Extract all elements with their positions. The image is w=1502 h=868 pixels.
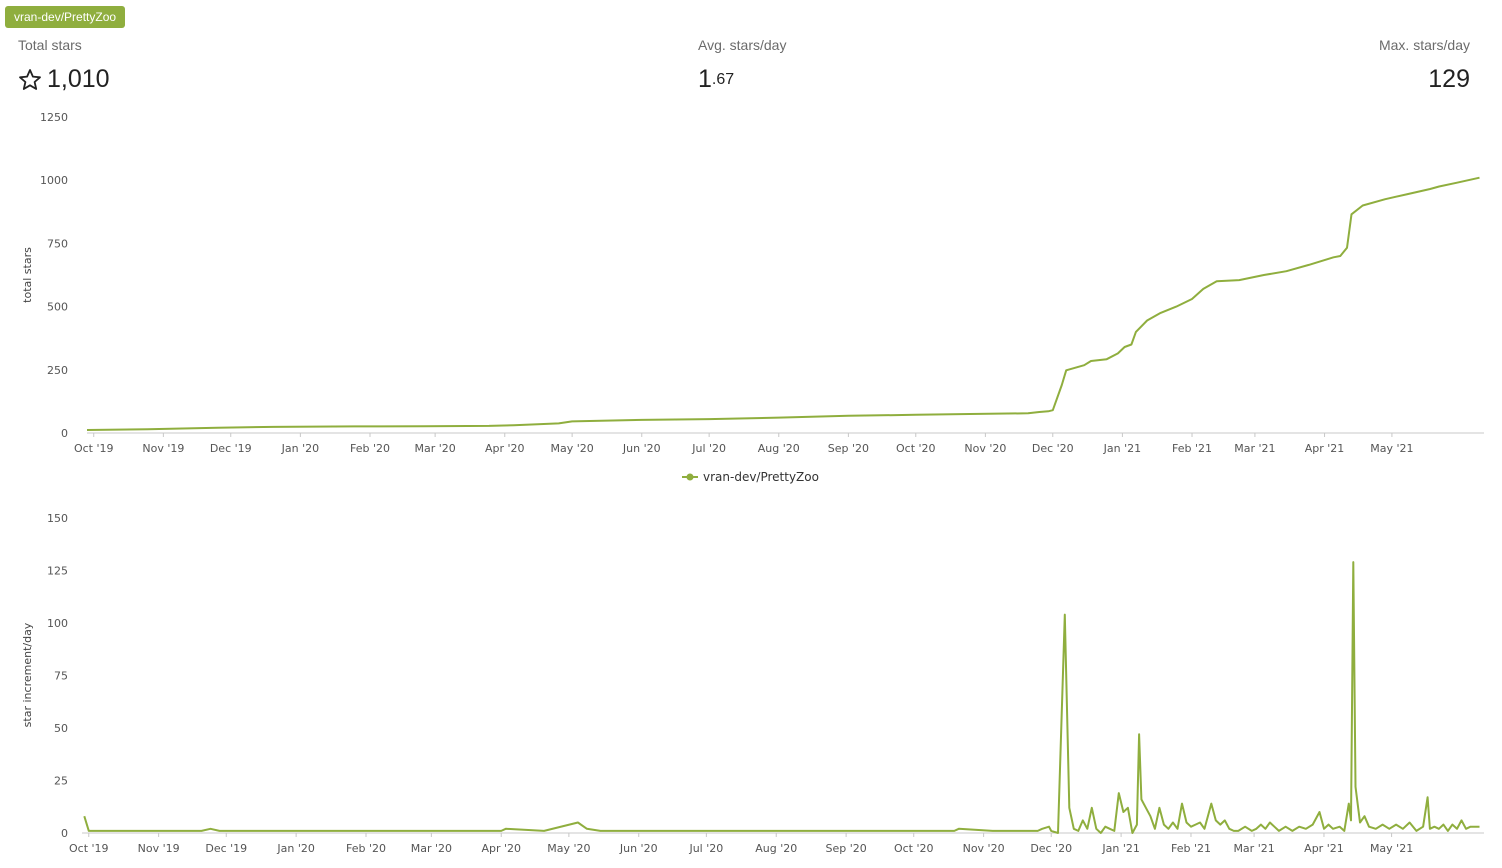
y-tick-label: 0 [61, 827, 68, 840]
y-tick-label: 125 [47, 565, 68, 578]
x-tick-label: Aug '20 [755, 842, 797, 855]
x-tick-label: Jan '21 [1103, 442, 1141, 455]
x-tick-label: Dec '19 [205, 842, 247, 855]
x-tick-label: Jan '20 [281, 442, 319, 455]
x-tick-label: Apr '21 [1304, 842, 1344, 855]
max-stars-value-row: 129 [1379, 65, 1470, 94]
y-tick-label: 150 [47, 512, 68, 525]
x-tick-label: Nov '19 [138, 842, 180, 855]
legend-line-icon [682, 473, 698, 481]
star-outline-icon [19, 68, 41, 90]
x-tick-label: May '21 [1370, 442, 1413, 455]
avg-stars-stat: Avg. stars/day 1.67 [698, 37, 786, 94]
x-tick-label: Nov '20 [963, 842, 1005, 855]
y-tick-label: 750 [47, 237, 68, 250]
x-tick-label: Mar '21 [1234, 442, 1275, 455]
x-tick-label: Apr '20 [485, 442, 525, 455]
x-tick-label: Apr '20 [481, 842, 521, 855]
x-tick-label: Oct '19 [74, 442, 114, 455]
x-tick-label: Jan '20 [276, 842, 314, 855]
x-tick-label: May '21 [1370, 842, 1413, 855]
x-tick-label: Sep '20 [828, 442, 869, 455]
y-axis-title: star increment/day [21, 622, 34, 727]
y-tick-label: 100 [47, 617, 68, 630]
x-tick-label: Mar '20 [414, 442, 455, 455]
x-tick-label: Oct '20 [894, 842, 934, 855]
x-tick-label: Jul '20 [688, 842, 723, 855]
x-tick-label: Oct '19 [69, 842, 109, 855]
y-tick-label: 1250 [40, 111, 68, 124]
y-tick-label: 500 [47, 301, 68, 314]
x-tick-label: Jul '20 [691, 442, 726, 455]
x-tick-label: Feb '21 [1172, 442, 1212, 455]
total-stars-label: Total stars [18, 37, 82, 53]
x-tick-label: Dec '20 [1032, 442, 1074, 455]
x-tick-label: Mar '21 [1233, 842, 1274, 855]
avg-stars-label: Avg. stars/day [698, 37, 787, 53]
total-stars-value-row: 1,010 [18, 65, 110, 94]
x-tick-label: Nov '20 [964, 442, 1006, 455]
x-tick-label: Feb '20 [350, 442, 390, 455]
avg-stars-value-int: 1 [698, 65, 712, 93]
total-stars-value: 1,010 [47, 65, 110, 93]
daily-increment-series-line [83, 561, 1480, 834]
x-tick-label: Feb '21 [1171, 842, 1211, 855]
x-tick-label: May '20 [550, 442, 593, 455]
x-tick-label: Nov '19 [142, 442, 184, 455]
x-tick-label: Jan '21 [1101, 842, 1139, 855]
y-tick-label: 75 [54, 670, 68, 683]
x-tick-label: Sep '20 [825, 842, 866, 855]
x-tick-label: Jun '20 [619, 842, 658, 855]
x-tick-label: Mar '20 [411, 842, 452, 855]
x-tick-label: Feb '20 [346, 842, 386, 855]
x-tick-label: Aug '20 [758, 442, 800, 455]
y-tick-label: 0 [61, 427, 68, 440]
y-tick-label: 250 [47, 364, 68, 377]
avg-stars-value-dec: .67 [711, 70, 735, 88]
x-tick-label: Jun '20 [622, 442, 661, 455]
y-tick-label: 50 [54, 722, 68, 735]
y-tick-label: 25 [54, 775, 68, 788]
y-tick-label: 1000 [40, 174, 68, 187]
legend-label: vran-dev/PrettyZoo [703, 470, 819, 484]
repo-badge[interactable]: vran-dev/PrettyZoo [5, 6, 126, 28]
x-tick-label: Dec '20 [1030, 842, 1072, 855]
x-tick-label: Dec '19 [210, 442, 252, 455]
max-stars-label: Max. stars/day [1378, 37, 1470, 53]
total-stars-series-line [86, 176, 1480, 431]
y-axis-title: total stars [21, 247, 34, 303]
x-tick-label: Oct '20 [896, 442, 936, 455]
max-stars-value: 129 [1428, 65, 1470, 93]
x-tick-label: Apr '21 [1305, 442, 1345, 455]
max-stars-stat: Max. stars/day 129 [1379, 37, 1470, 94]
x-tick-label: May '20 [547, 842, 590, 855]
total-stars-stat: Total stars 1,010 [18, 37, 110, 94]
chart-legend[interactable]: vran-dev/PrettyZoo [682, 470, 819, 484]
avg-stars-value: 1.67 [698, 65, 786, 94]
